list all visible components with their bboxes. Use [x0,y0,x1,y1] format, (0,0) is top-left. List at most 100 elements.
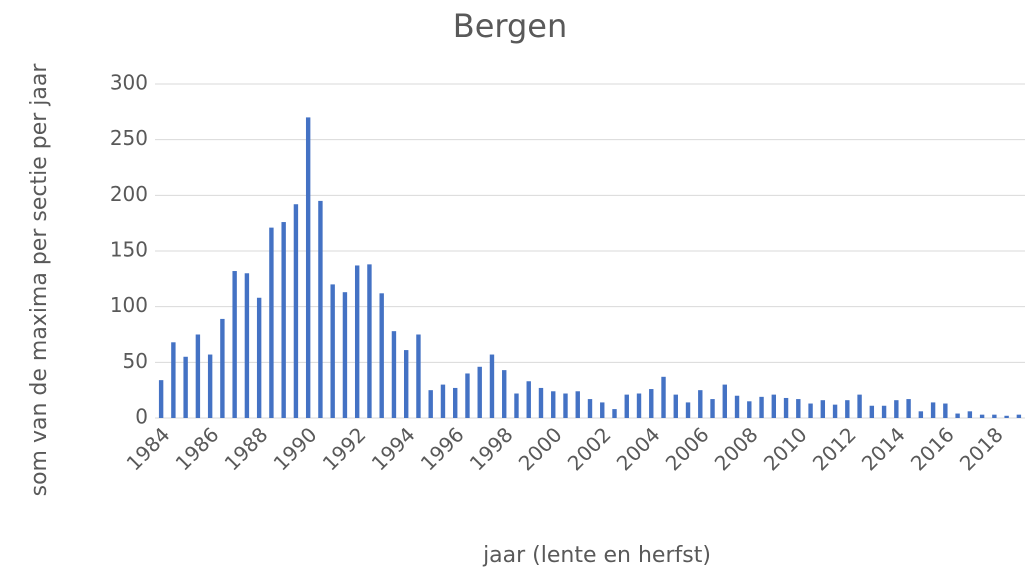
bar [195,334,201,418]
x-tick-label: 1992 [318,422,371,475]
y-tick-label: 150 [110,238,148,262]
x-axis-title: jaar (lente en herfst) [482,543,711,568]
y-tick-label: 200 [110,182,148,206]
bar [832,404,838,418]
bar [171,342,176,418]
bar [624,394,629,418]
bar [747,401,752,418]
bar [428,390,433,418]
bar [845,400,850,418]
bar [967,411,973,418]
bar [489,354,495,418]
x-tick-label: 1998 [465,422,518,475]
bar [943,403,948,418]
y-tick-label: 100 [110,293,148,317]
x-tick-label: 2014 [857,422,910,475]
bar [477,366,482,418]
bar [305,117,311,419]
bar [918,411,924,418]
bar [354,265,360,418]
bar [796,399,801,418]
bar [538,387,544,418]
bar [759,396,764,418]
bar [636,393,642,418]
x-tick-label: 2018 [955,422,1008,475]
bar [183,356,188,418]
bar [526,381,531,418]
x-tick-label: 2008 [710,422,763,475]
bar [391,331,397,418]
bar [342,292,348,418]
bar [465,373,470,418]
x-tick-label: 1988 [220,422,273,475]
x-tick-label: 2016 [906,422,959,475]
bar [575,391,580,418]
bar [453,387,458,418]
bar [551,391,556,418]
bar [808,403,813,418]
bar [220,318,225,418]
bar [955,413,960,418]
bar [232,271,237,418]
bar [783,397,789,418]
bar [330,284,335,418]
bar [502,370,507,418]
x-tick-label: 2002 [563,422,616,475]
chart-title: Bergen [453,7,568,45]
bar [649,389,654,418]
bar [734,395,740,418]
bar [906,399,911,418]
bar [979,414,985,418]
bar [367,264,372,418]
y-tick-label: 250 [110,126,148,150]
x-tick-label: 1990 [269,422,322,475]
bar [857,394,862,418]
bar [722,384,727,418]
bar [992,414,997,418]
bar [416,334,421,418]
bar [563,393,568,418]
bar [293,204,299,418]
bar [1016,414,1022,418]
x-tick-label: 1996 [416,422,469,475]
bar [771,394,777,418]
bar [661,376,666,418]
bar [379,293,384,418]
y-tick-label: 0 [135,405,148,429]
bar [587,399,593,418]
bar [514,393,519,418]
x-tick-label: 2000 [514,422,567,475]
bar [894,400,899,418]
bar [685,402,691,418]
bar [269,227,274,418]
bar [710,399,715,418]
bar [673,394,678,418]
bar [244,273,250,418]
bar [281,222,286,418]
x-tick-label: 2006 [661,422,714,475]
bar [256,297,262,418]
x-tick-label: 1994 [367,422,420,475]
bar [930,402,936,418]
y-tick-label: 50 [123,349,148,373]
bar [881,405,887,418]
x-tick-label: 2012 [808,422,861,475]
x-tick-label: 1986 [171,422,224,475]
bar [318,200,323,418]
bar [207,354,213,418]
bar [158,380,164,418]
x-tick-label: 1984 [122,422,175,475]
x-tick-label: 2004 [612,422,665,475]
bar [403,350,409,418]
y-tick-label: 300 [110,71,148,95]
bar [440,384,446,418]
bar [820,400,826,418]
bar [698,390,703,418]
bar [1004,415,1009,418]
y-axis-title: som van de maxima per sectie per jaar [27,63,52,497]
bar [612,409,617,418]
bar [869,405,875,418]
x-tick-label: 2010 [759,422,812,475]
